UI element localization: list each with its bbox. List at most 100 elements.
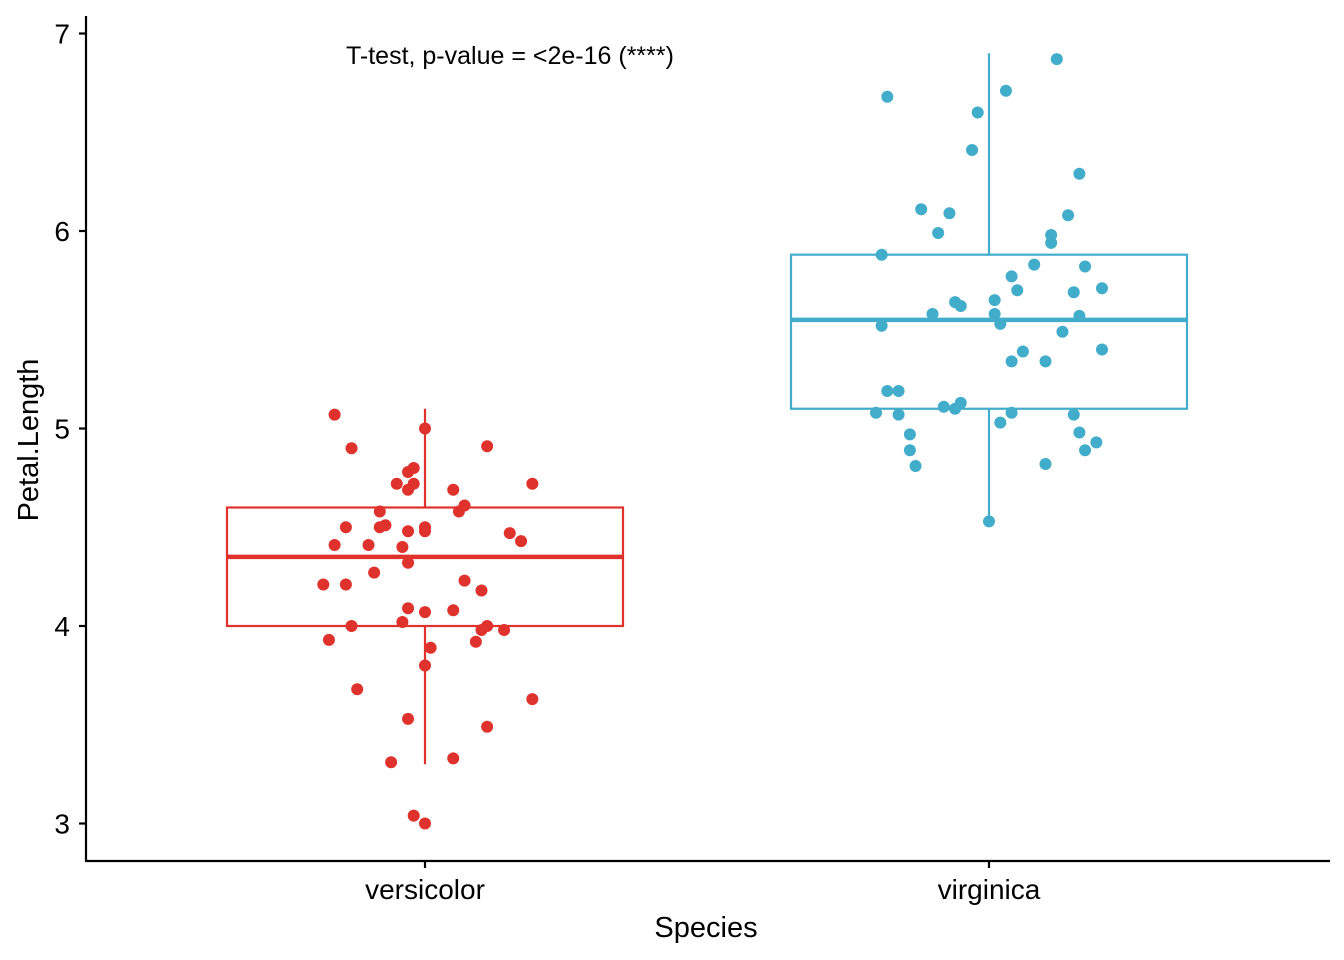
data-point-virginica bbox=[1045, 236, 1058, 249]
data-point-virginica bbox=[1005, 406, 1018, 419]
data-point-versicolor bbox=[322, 633, 335, 646]
data-point-versicolor bbox=[419, 659, 431, 672]
data-point-virginica bbox=[1016, 345, 1029, 358]
data-point-virginica bbox=[937, 400, 950, 413]
data-point-versicolor bbox=[526, 477, 539, 490]
data-point-virginica bbox=[983, 515, 995, 528]
data-point-versicolor bbox=[373, 521, 386, 534]
y-tick-label: 4 bbox=[54, 611, 70, 642]
data-point-versicolor bbox=[498, 623, 511, 636]
data-point-versicolor bbox=[503, 527, 516, 540]
data-point-versicolor bbox=[469, 635, 482, 648]
data-point-versicolor bbox=[396, 616, 409, 629]
data-point-versicolor bbox=[419, 525, 431, 538]
data-point-versicolor bbox=[475, 623, 488, 636]
data-point-virginica bbox=[999, 84, 1012, 97]
data-point-virginica bbox=[870, 406, 882, 419]
data-point-virginica bbox=[1028, 258, 1041, 271]
data-point-virginica bbox=[1067, 408, 1080, 421]
data-point-versicolor bbox=[362, 539, 375, 552]
data-point-virginica bbox=[881, 384, 894, 397]
x-tick-label-virginica: virginica bbox=[938, 874, 1041, 905]
data-point-virginica bbox=[1067, 286, 1080, 299]
data-point-virginica bbox=[926, 307, 939, 320]
y-ticks: 3 4 5 6 7 bbox=[54, 19, 86, 840]
x-tick-label-versicolor: versicolor bbox=[365, 874, 485, 905]
data-point-versicolor bbox=[424, 641, 437, 654]
data-point-virginica bbox=[1050, 53, 1063, 66]
y-tick-label: 7 bbox=[54, 19, 70, 50]
data-point-virginica bbox=[1039, 355, 1052, 368]
data-point-versicolor bbox=[526, 693, 539, 706]
data-point-versicolor bbox=[396, 541, 409, 553]
data-point-versicolor bbox=[419, 817, 431, 830]
data-point-versicolor bbox=[339, 578, 352, 591]
data-point-versicolor bbox=[345, 620, 358, 632]
y-axis-title: Petal.Length bbox=[13, 359, 45, 522]
data-point-virginica bbox=[1011, 284, 1024, 297]
data-point-virginica bbox=[1056, 325, 1069, 338]
data-point-virginica bbox=[1005, 270, 1018, 283]
data-point-virginica bbox=[915, 203, 928, 216]
axes: 3 4 5 6 7 versicolor virginica bbox=[54, 16, 1330, 905]
data-point-virginica bbox=[1079, 260, 1092, 273]
box-versicolor bbox=[225, 408, 625, 765]
data-point-versicolor bbox=[407, 809, 420, 822]
data-point-virginica bbox=[1096, 282, 1108, 295]
data-point-virginica bbox=[988, 307, 1001, 320]
data-point-versicolor bbox=[402, 556, 415, 569]
data-point-virginica bbox=[949, 402, 962, 415]
data-point-virginica bbox=[892, 384, 905, 397]
data-point-versicolor bbox=[402, 602, 415, 615]
data-point-virginica bbox=[1039, 458, 1052, 471]
data-point-virginica bbox=[1005, 355, 1018, 368]
data-point-versicolor bbox=[351, 683, 364, 696]
data-point-versicolor bbox=[447, 483, 460, 496]
data-point-versicolor bbox=[458, 574, 471, 587]
data-point-virginica bbox=[875, 319, 888, 332]
data-point-versicolor bbox=[368, 566, 381, 579]
data-point-versicolor bbox=[402, 465, 415, 478]
y-tick-label: 3 bbox=[54, 809, 70, 840]
x-ticks: versicolor virginica bbox=[365, 861, 1041, 905]
y-tick-label: 6 bbox=[54, 216, 70, 247]
data-point-virginica bbox=[994, 317, 1007, 330]
data-point-virginica bbox=[903, 444, 916, 457]
box-layer bbox=[225, 53, 1189, 765]
y-tick-label: 5 bbox=[54, 414, 70, 445]
data-point-versicolor bbox=[481, 720, 494, 733]
data-point-virginica bbox=[909, 460, 922, 473]
data-point-versicolor bbox=[515, 535, 528, 548]
data-point-versicolor bbox=[328, 539, 341, 552]
data-point-virginica bbox=[971, 106, 984, 119]
data-point-virginica bbox=[1096, 343, 1108, 356]
box-virginica bbox=[789, 53, 1189, 522]
data-point-virginica bbox=[1079, 444, 1092, 457]
data-point-virginica bbox=[892, 408, 905, 421]
data-point-virginica bbox=[1073, 426, 1086, 439]
data-point-virginica bbox=[875, 248, 888, 261]
data-point-virginica bbox=[1073, 309, 1086, 322]
data-point-virginica bbox=[1073, 167, 1086, 180]
data-point-versicolor bbox=[317, 578, 330, 591]
point-layer bbox=[317, 53, 1108, 830]
box-iqr bbox=[789, 253, 1189, 410]
data-point-versicolor bbox=[419, 606, 431, 619]
data-point-virginica bbox=[1090, 436, 1103, 449]
data-point-versicolor bbox=[419, 422, 431, 435]
data-point-versicolor bbox=[385, 756, 398, 769]
data-point-virginica bbox=[994, 416, 1007, 429]
data-point-virginica bbox=[903, 428, 916, 441]
data-point-versicolor bbox=[390, 477, 403, 490]
data-point-versicolor bbox=[481, 440, 494, 453]
data-point-virginica bbox=[988, 294, 1001, 307]
data-point-virginica bbox=[881, 90, 894, 103]
data-point-versicolor bbox=[475, 584, 488, 597]
data-point-virginica bbox=[954, 300, 967, 313]
data-point-virginica bbox=[966, 144, 979, 157]
data-point-virginica bbox=[1062, 209, 1075, 222]
data-point-versicolor bbox=[452, 505, 465, 518]
data-point-versicolor bbox=[339, 521, 352, 534]
box-iqr bbox=[225, 506, 625, 628]
